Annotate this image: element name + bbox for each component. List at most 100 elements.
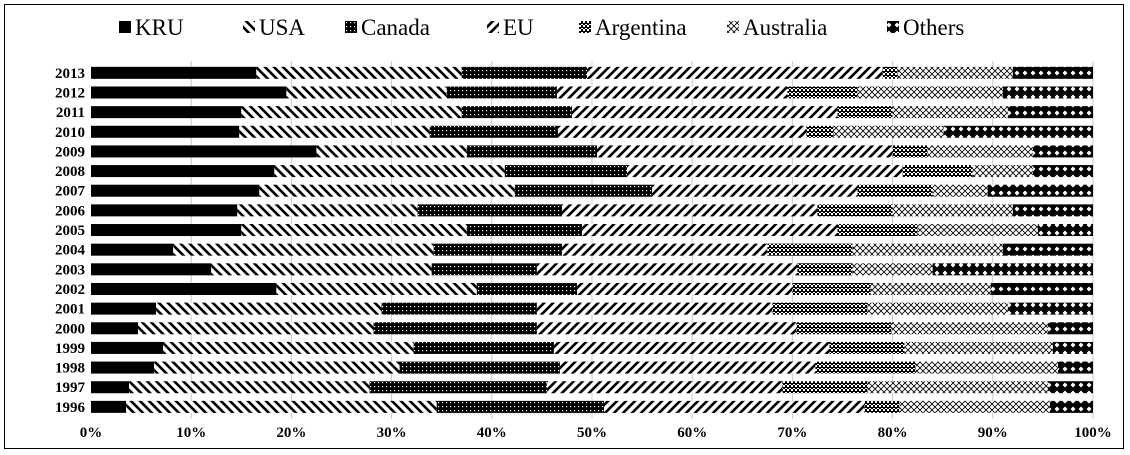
bar-2011-canada [461,106,572,119]
bar-1996-usa [126,400,437,413]
x-tick-label-30: 30% [377,425,407,441]
gridlines [190,61,1094,419]
bar-2006-usa [237,204,418,217]
bar-2006-australia [892,204,1013,217]
legend: KRU USA Canada EU Argentina Australia Others [119,15,964,40]
legend-label-australia: Australia [743,15,827,40]
bar-2008-canada [504,165,628,178]
legend-swatch-usa [243,21,255,33]
bar-2012-australia [857,86,1003,99]
bar-2008-eu [627,165,903,178]
x-tick-label-50: 50% [577,425,607,441]
bar-2002-australia [870,282,991,295]
bar-2011-usa [241,106,462,119]
y-tick-label-1997: 1997 [55,380,86,396]
bar-2000-canada [373,322,537,335]
bar-2004-australia [852,243,1003,256]
x-tick-label-20: 20% [276,425,306,441]
x-tick-label-10: 10% [176,425,206,441]
x-tick-label-80: 80% [878,425,908,441]
bar-2011-eu [571,106,838,119]
bar-1996-canada [436,400,605,413]
bar-1997-others [1047,381,1093,394]
y-tick-label-2010: 2010 [55,125,85,141]
bar-2000-eu [536,322,797,335]
bar-2009-canada [466,145,598,158]
bar-2007-kru [91,184,260,197]
bar-1998-argentina [815,361,916,374]
bar-2003-eu [536,263,798,276]
bar-2011-argentina [837,106,893,119]
bar-2007-argentina [857,184,933,197]
bar-2001-eu [536,302,773,315]
bar-2005-eu [581,224,838,237]
chart-frame: KRU USA Canada EU Argentina Australia Others 2… [4,4,1124,449]
legend-label-eu: EU [503,15,534,40]
bar-2007-australia [932,184,988,197]
y-tick-label-2007: 2007 [55,184,86,200]
bar-2013-eu [586,66,883,79]
bar-2001-australia [867,302,1008,315]
bar-2010-argentina [806,125,834,138]
bar-2007-usa [259,184,515,197]
bar-2001-usa [156,302,382,315]
bar-1996-others [1049,400,1093,413]
y-tick-label-1999: 1999 [55,341,85,357]
bar-2007-canada [514,184,653,197]
bar-2008-kru [91,165,275,178]
legend-label-canada: Canada [361,15,430,40]
y-tick-label-2002: 2002 [55,282,85,298]
bar-2006-argentina [817,204,893,217]
legend-label-kru: KRU [135,15,184,40]
legend-swatch-eu [487,21,499,33]
bar-1997-eu [546,381,783,394]
bar-2008-usa [274,165,505,178]
bar-1996-australia [899,400,1050,413]
bar-2004-argentina [767,243,853,256]
bar-2003-argentina [797,263,853,276]
bar-2004-canada [433,243,562,256]
bar-2005-others [1037,224,1093,237]
legend-label-others: Others [903,15,964,40]
y-tick-label-2001: 2001 [55,302,85,318]
bar-1998-eu [559,361,816,374]
bar-2007-others [987,184,1093,197]
y-tick-label-2008: 2008 [55,164,85,180]
bar-2013-australia [897,66,1013,79]
bar-2010-others [943,125,1093,138]
bar-1998-others [1057,361,1093,374]
bar-2005-australia [917,224,1038,237]
legend-swatch-kru [119,21,131,33]
legend-swatch-canada [345,21,357,33]
bar-2002-usa [276,282,477,295]
bar-2006-eu [561,204,818,217]
bar-2004-others [1002,243,1093,256]
y-tick-label-2005: 2005 [55,223,85,239]
bar-2004-usa [173,243,434,256]
bar-1997-kru [91,381,130,394]
bar-2007-eu [652,184,858,197]
bar-2009-kru [91,145,317,158]
bar-2012-argentina [787,86,858,99]
bar-2010-kru [91,125,240,138]
x-tick-label-70: 70% [777,425,807,441]
y-tick-label-1998: 1998 [55,361,85,377]
y-tick-label-2000: 2000 [55,321,85,337]
bar-2001-canada [381,302,537,315]
bar-1998-canada [399,361,560,374]
bar-2004-eu [561,243,768,256]
bar-2003-australia [852,263,933,276]
legend-label-usa: USA [259,15,305,40]
bar-2012-kru [91,86,287,99]
legend-swatch-others [887,21,899,33]
bar-2001-others [1007,302,1093,315]
bar-2005-usa [241,224,467,237]
y-tick-label-2011: 2011 [56,105,85,121]
bar-1998-usa [154,361,400,374]
bar-2010-australia [833,125,944,138]
bar-2013-kru [91,66,257,79]
bar-2006-others [1012,204,1093,217]
bar-1999-canada [413,341,554,354]
y-tick-label-2006: 2006 [55,203,86,219]
x-tick-label-0: 0% [80,425,103,441]
